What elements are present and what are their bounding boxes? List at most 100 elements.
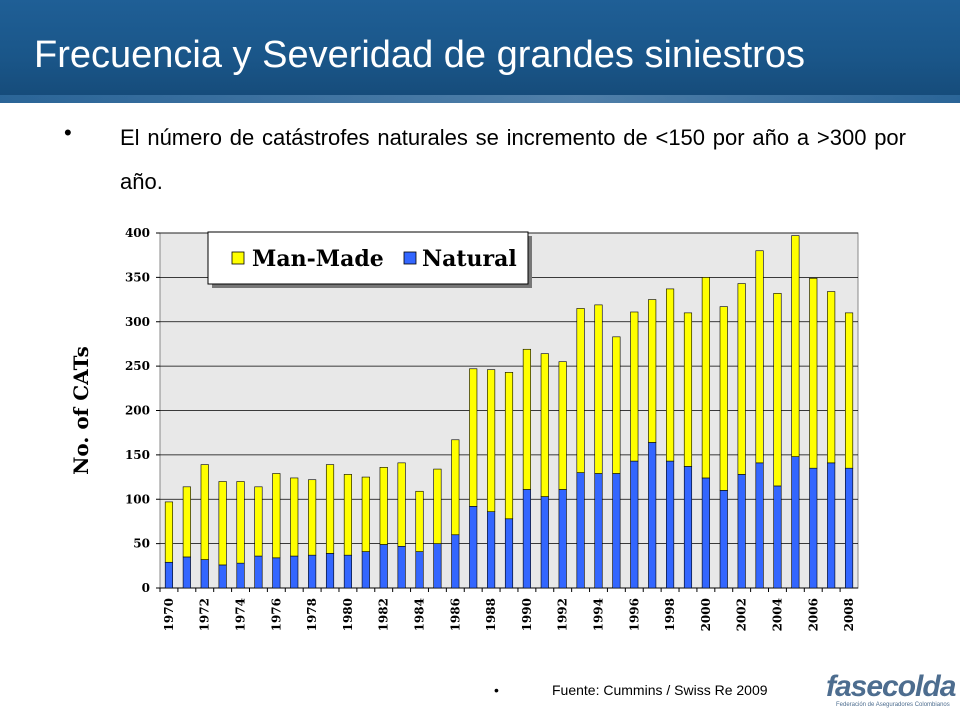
bar-man-made-1996 — [630, 311, 639, 462]
header-band — [0, 95, 960, 103]
x-tick-label: 1972 — [198, 598, 212, 631]
bar-man-made-1995 — [612, 336, 621, 474]
bar-natural-2002 — [737, 474, 746, 589]
bar-man-made-1974 — [236, 481, 245, 564]
legend-box — [207, 231, 529, 285]
bar-man-made-1984 — [415, 490, 424, 552]
source-note: • Fuente: Cummins / Swiss Re 2009 — [494, 682, 768, 698]
bar-natural-1973 — [218, 564, 227, 589]
bar-natural-1995 — [612, 473, 621, 589]
bullet-marker: • — [64, 120, 72, 145]
y-tick-label: 50 — [133, 537, 150, 551]
bar-man-made-1989 — [504, 372, 514, 520]
bar-man-made-1985 — [433, 468, 442, 544]
x-tick-label: 2000 — [699, 598, 713, 631]
bar-natural-1991 — [540, 496, 549, 589]
bar-man-made-1976 — [272, 473, 281, 559]
bar-natural-1997 — [648, 442, 657, 589]
source-text: Fuente: Cummins / Swiss Re 2009 — [552, 682, 768, 698]
bar-man-made-1978 — [308, 479, 317, 556]
bar-natural-1970 — [164, 561, 174, 589]
bar-natural-2006 — [809, 467, 818, 589]
bar-natural-1975 — [254, 555, 263, 589]
bar-man-made-1979 — [325, 464, 335, 554]
bar-natural-1976 — [272, 557, 281, 589]
bar-man-made-1986 — [451, 439, 460, 536]
bar-man-made-1982 — [379, 466, 388, 545]
bar-natural-1993 — [576, 472, 585, 589]
x-tick-label: 1978 — [305, 598, 319, 631]
y-tick-label: 150 — [125, 448, 150, 462]
bar-man-made-1988 — [487, 369, 496, 512]
bar-natural-2007 — [827, 462, 836, 589]
x-tick-label: 2006 — [806, 598, 820, 631]
legend-label-man-made: Man-Made — [252, 246, 384, 272]
bar-man-made-1994 — [594, 304, 603, 474]
x-tick-label: 1976 — [269, 598, 283, 631]
bar-natural-1984 — [415, 551, 424, 589]
bar-man-made-1983 — [397, 462, 406, 547]
y-tick-label: 100 — [125, 492, 150, 506]
bar-natural-1981 — [361, 551, 370, 589]
bar-natural-1972 — [200, 559, 209, 589]
bar-man-made-1987 — [469, 368, 478, 507]
legend-label-natural: Natural — [422, 246, 517, 272]
bar-natural-1992 — [558, 489, 567, 589]
bar-natural-2001 — [719, 490, 728, 589]
bullet-text: El número de catástrofes naturales se in… — [120, 125, 906, 194]
bar-man-made-1992 — [558, 361, 567, 490]
logo-text: fasecolda — [826, 670, 956, 703]
source-bullet: • — [494, 682, 499, 698]
bar-man-made-1998 — [666, 288, 675, 462]
bar-man-made-1991 — [540, 353, 549, 497]
slide-title: Frecuencia y Severidad de grandes sinies… — [34, 34, 805, 76]
bar-natural-1979 — [325, 553, 335, 589]
bar-natural-1987 — [469, 506, 478, 589]
y-tick-label: 0 — [142, 581, 150, 595]
bar-natural-2008 — [844, 467, 854, 589]
x-tick-label: 2004 — [770, 598, 784, 631]
legend-swatch-natural — [403, 251, 417, 265]
bar-natural-2000 — [701, 477, 710, 589]
bar-natural-1982 — [379, 544, 388, 589]
bar-natural-1999 — [683, 466, 693, 589]
bar-man-made-1970 — [164, 501, 174, 563]
bar-man-made-2002 — [737, 283, 746, 475]
logo-subtext: Federación de Aseguradores Colombianos — [836, 702, 950, 708]
bar-natural-1974 — [236, 562, 245, 589]
x-tick-label: 1998 — [663, 598, 677, 631]
y-tick-label: 300 — [125, 315, 150, 329]
y-tick-label: 250 — [125, 359, 150, 373]
x-tick-label: 1986 — [448, 598, 462, 631]
legend-swatch-man-made — [231, 251, 245, 265]
x-tick-label: 1988 — [484, 598, 498, 631]
fasecolda-logo: fasecolda Federación de Aseguradores Col… — [826, 670, 956, 712]
bar-natural-1980 — [343, 554, 352, 589]
bar-man-made-1993 — [576, 308, 585, 473]
x-tick-label: 2002 — [735, 598, 749, 631]
bar-natural-1996 — [630, 460, 639, 589]
bar-man-made-1981 — [361, 476, 370, 552]
y-tick-label: 350 — [125, 270, 150, 284]
bar-natural-1986 — [451, 534, 460, 589]
bar-man-made-1980 — [343, 474, 352, 556]
bar-man-made-2005 — [791, 235, 800, 457]
bar-man-made-1977 — [290, 477, 299, 557]
bar-natural-2005 — [791, 456, 800, 589]
x-tick-label: 1996 — [627, 598, 641, 631]
x-tick-label: 1992 — [556, 598, 570, 631]
bar-natural-2004 — [773, 485, 782, 589]
bullet-item: • El número de catástrofes naturales se … — [64, 116, 906, 204]
bar-man-made-2008 — [844, 312, 854, 469]
bar-man-made-1999 — [683, 312, 693, 467]
bar-natural-1989 — [504, 518, 514, 589]
y-tick-label: 200 — [125, 404, 150, 418]
bar-natural-1988 — [487, 511, 496, 589]
slide-header: Frecuencia y Severidad de grandes sinies… — [0, 0, 960, 103]
bar-man-made-2001 — [719, 306, 728, 491]
x-tick-label: 1990 — [520, 598, 534, 631]
x-tick-label: 2008 — [842, 598, 856, 631]
bar-natural-1994 — [594, 473, 603, 589]
bar-man-made-1990 — [522, 348, 531, 490]
